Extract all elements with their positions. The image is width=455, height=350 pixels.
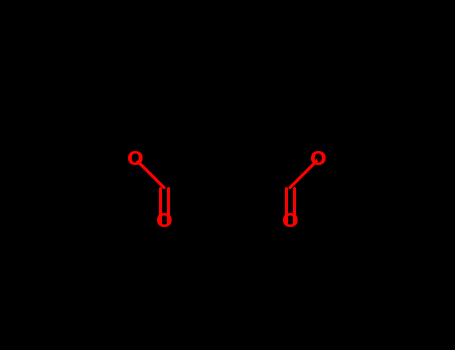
Text: O: O xyxy=(156,212,172,231)
Text: O: O xyxy=(127,150,144,169)
Text: O: O xyxy=(282,212,298,231)
Text: O: O xyxy=(310,150,327,169)
